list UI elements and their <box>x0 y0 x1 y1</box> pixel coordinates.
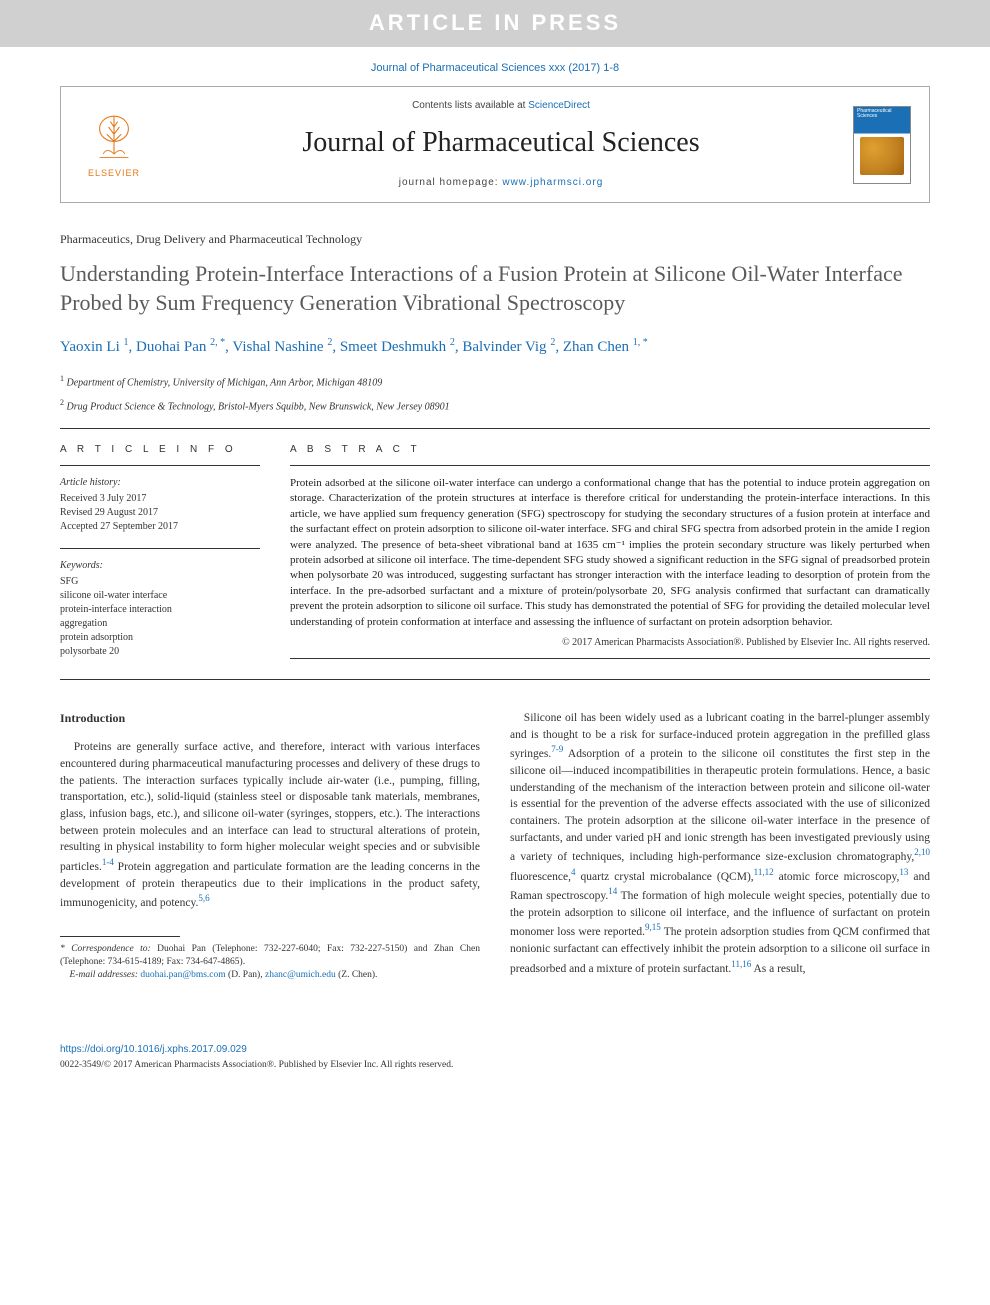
abstract-column: A B S T R A C T Protein adsorbed at the … <box>290 443 930 659</box>
p2c: fluorescence, <box>510 871 571 883</box>
correspondence-footnote: * Correspondence to: Duohai Pan (Telepho… <box>60 943 480 970</box>
affiliation-line: 2 Drug Product Science & Technology, Bri… <box>60 397 930 414</box>
affiliation-line: 1 Department of Chemistry, University of… <box>60 373 930 390</box>
history-label: Article history: <box>60 476 260 490</box>
intro-p1b-text: Protein aggregation and particulate form… <box>60 861 480 909</box>
journal-header-box: ELSEVIER Contents lists available at Sci… <box>60 86 930 203</box>
rule-top <box>60 428 930 429</box>
history-item: Accepted 27 September 2017 <box>60 520 260 534</box>
rule-bottom <box>60 679 930 680</box>
cover-thumb-text: Pharmaceutical Sciences <box>857 109 910 120</box>
abstract-rule <box>290 465 930 466</box>
sciencedirect-link[interactable]: ScienceDirect <box>528 100 590 111</box>
email-link-2[interactable]: zhanc@umich.edu <box>265 970 336 980</box>
section-tag: Pharmaceutics, Drug Delivery and Pharmac… <box>60 231 930 248</box>
keyword-item: protein-interface interaction <box>60 603 260 617</box>
elsevier-logo: ELSEVIER <box>79 109 149 180</box>
authors-line: Yaoxin Li 1, Duohai Pan 2, *, Vishal Nas… <box>60 335 930 359</box>
contents-available-line: Contents lists available at ScienceDirec… <box>167 99 835 113</box>
elsevier-name: ELSEVIER <box>79 167 149 180</box>
p2d: quartz crystal microbalance (QCM), <box>575 871 753 883</box>
p2e: atomic force microscopy, <box>774 871 900 883</box>
home-prefix: journal homepage: <box>399 177 503 188</box>
ref-link[interactable]: 14 <box>608 886 617 896</box>
body-columns: Introduction Proteins are generally surf… <box>60 710 930 983</box>
keyword-item: aggregation <box>60 617 260 631</box>
p2i: As a result, <box>751 962 805 974</box>
elsevier-tree-icon <box>87 109 141 163</box>
article-in-press-banner: ARTICLE IN PRESS <box>0 0 990 47</box>
header-center: Contents lists available at ScienceDirec… <box>167 99 835 190</box>
history-list: Received 3 July 2017Revised 29 August 20… <box>60 492 260 534</box>
ref-link[interactable]: 7-9 <box>551 744 563 754</box>
ref-link[interactable]: 13 <box>899 867 908 877</box>
ref-link[interactable]: 9,15 <box>645 922 661 932</box>
ref-link[interactable]: 11,12 <box>754 867 774 877</box>
email-label: E-mail addresses: <box>70 970 141 980</box>
keyword-item: protein adsorption <box>60 631 260 645</box>
article-info-heading: A R T I C L E I N F O <box>60 443 260 457</box>
ref-link[interactable]: 5,6 <box>198 893 209 903</box>
keyword-item: polysorbate 20 <box>60 645 260 659</box>
footnote-rule <box>60 936 180 937</box>
p2b: Adsorption of a protein to the silicone … <box>510 748 930 863</box>
contents-prefix: Contents lists available at <box>412 100 528 111</box>
intro-paragraph-1: Proteins are generally surface active, a… <box>60 739 480 911</box>
body-column-left: Introduction Proteins are generally surf… <box>60 710 480 983</box>
history-item: Received 3 July 2017 <box>60 492 260 506</box>
history-item: Revised 29 August 2017 <box>60 506 260 520</box>
article-content: Pharmaceutics, Drug Delivery and Pharmac… <box>0 203 990 1022</box>
intro-paragraph-2: Silicone oil has been widely used as a l… <box>510 710 930 977</box>
issn-copyright: 0022-3549/© 2017 American Pharmacists As… <box>60 1059 930 1072</box>
intro-p1-text: Proteins are generally surface active, a… <box>60 741 480 873</box>
email-who-1: (D. Pan), <box>226 970 265 980</box>
body-column-right: Silicone oil has been widely used as a l… <box>510 710 930 983</box>
ref-link[interactable]: 11,16 <box>731 959 751 969</box>
article-title: Understanding Protein-Interface Interact… <box>60 260 930 317</box>
affiliations-block: 1 Department of Chemistry, University of… <box>60 373 930 414</box>
journal-cover-thumbnail: Pharmaceutical Sciences <box>853 106 911 184</box>
page-footer: https://doi.org/10.1016/j.xphs.2017.09.0… <box>60 1043 930 1072</box>
info-abstract-row: A R T I C L E I N F O Article history: R… <box>60 443 930 659</box>
email-link-1[interactable]: duohai.pan@bms.com <box>140 970 225 980</box>
ref-link[interactable]: 1-4 <box>102 857 114 867</box>
keywords-list: SFGsilicone oil-water interfaceprotein-i… <box>60 575 260 659</box>
email-footnote: E-mail addresses: duohai.pan@bms.com (D.… <box>60 969 480 982</box>
introduction-heading: Introduction <box>60 710 480 727</box>
keyword-item: silicone oil-water interface <box>60 589 260 603</box>
ref-link[interactable]: 2,10 <box>914 847 930 857</box>
abstract-copyright: © 2017 American Pharmacists Association®… <box>290 636 930 650</box>
journal-homepage-line: journal homepage: www.jpharmsci.org <box>167 176 835 190</box>
email-who-2: (Z. Chen). <box>336 970 378 980</box>
keywords-label: Keywords: <box>60 559 260 573</box>
journal-name: Journal of Pharmaceutical Sciences <box>167 123 835 162</box>
article-info-column: A R T I C L E I N F O Article history: R… <box>60 443 260 659</box>
abstract-text: Protein adsorbed at the silicone oil-wat… <box>290 476 930 630</box>
doi-link[interactable]: https://doi.org/10.1016/j.xphs.2017.09.0… <box>60 1043 930 1057</box>
info-rule-2 <box>60 548 260 549</box>
citation-line: Journal of Pharmaceutical Sciences xxx (… <box>0 47 990 86</box>
abstract-heading: A B S T R A C T <box>290 443 930 457</box>
keyword-item: SFG <box>60 575 260 589</box>
abstract-rule-bottom <box>290 658 930 659</box>
info-rule <box>60 465 260 466</box>
correspondence-label: * Correspondence to: <box>60 944 151 954</box>
journal-homepage-link[interactable]: www.jpharmsci.org <box>502 177 603 188</box>
